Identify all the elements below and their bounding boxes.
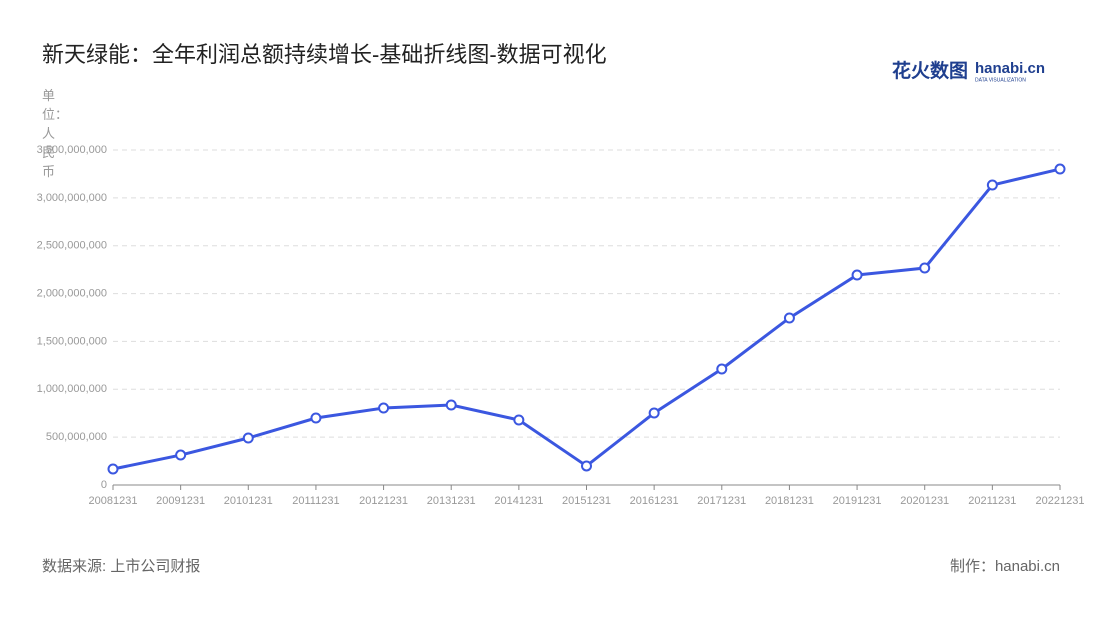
x-tick-label: 20211231 xyxy=(968,495,1016,507)
credit: 制作：hanabi.cn xyxy=(950,558,1060,575)
point xyxy=(783,312,795,324)
x-tick-label: 20081231 xyxy=(89,495,138,507)
y-tick-label: 500,000,000 xyxy=(46,431,107,443)
x-tick-label: 20121231 xyxy=(359,495,408,507)
point xyxy=(175,449,187,461)
y-tick-label: 3,500,000,000 xyxy=(37,144,107,156)
point xyxy=(581,460,592,472)
point xyxy=(378,402,390,414)
x-tick-label: 20201231 xyxy=(900,495,949,507)
x-tick-label: 20171231 xyxy=(697,495,746,507)
x-tick-label: 20151231 xyxy=(562,495,611,507)
point xyxy=(107,463,119,475)
point xyxy=(242,432,254,444)
x-tick-label: 20111231 xyxy=(292,495,339,507)
logo-brand: hanabi.cn xyxy=(975,60,1045,77)
x-tick-label: 20161231 xyxy=(630,495,679,507)
point xyxy=(648,407,660,419)
y-tick-label: 3,000,000,000 xyxy=(37,192,107,204)
point xyxy=(919,262,931,274)
point xyxy=(1054,163,1066,175)
y-tick-label: 2,500,000,000 xyxy=(37,240,107,252)
logo-text: 花火数图 xyxy=(892,59,968,82)
x-tick-label: 20101231 xyxy=(224,495,273,507)
point xyxy=(310,412,322,424)
x-tick-label: 20221231 xyxy=(1036,495,1085,507)
y-tick-label: 1,000,000,000 xyxy=(37,383,107,395)
y-tick-label: 1,500,000,000 xyxy=(37,335,107,347)
logo-tagline: DATA VISUALIZATION xyxy=(975,77,1026,83)
x-tick-label: 20131231 xyxy=(427,495,476,507)
y-tick-label: 0 xyxy=(101,479,107,491)
y-tick-label: 2,000,000,000 xyxy=(37,287,107,299)
point xyxy=(513,414,525,426)
line xyxy=(112,167,1061,471)
x-tick-label: 20191231 xyxy=(833,495,882,507)
point xyxy=(716,363,728,375)
point xyxy=(445,399,457,411)
x-tick-label: 20141231 xyxy=(494,495,543,507)
x-tick-label: 20091231 xyxy=(156,495,205,507)
x-tick-label: 20181231 xyxy=(765,495,814,507)
point xyxy=(986,179,998,191)
chart-title: 新天绿能：全年利润总额持续增长-基础折线图-数据可视化 xyxy=(42,42,607,67)
point xyxy=(851,269,863,281)
y-axis-label: 单位：人民币 xyxy=(42,88,69,179)
source: 数据来源: 上市公司财报 xyxy=(42,558,200,575)
